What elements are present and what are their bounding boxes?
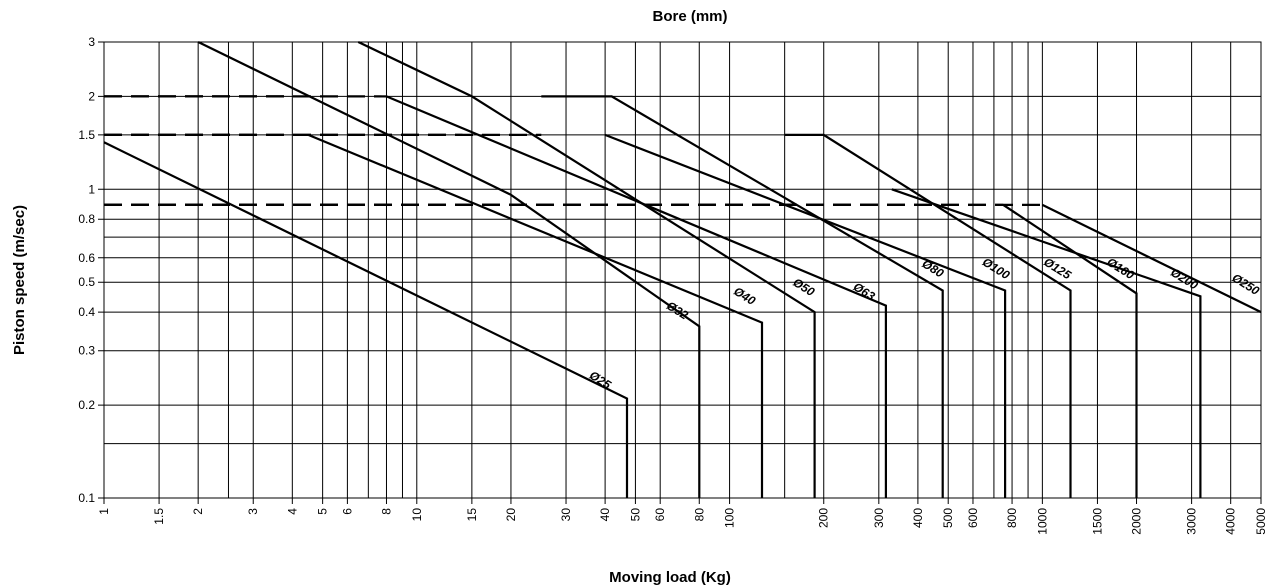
bore-label: Ø40 <box>731 284 758 308</box>
bore-curve <box>1041 203 1262 314</box>
x-tick-label: 100 <box>723 508 737 528</box>
bore-label: Ø200 <box>1168 265 1201 293</box>
x-tick-label: 1 <box>97 508 111 515</box>
bore-curve <box>386 95 887 498</box>
x-tick-label: 400 <box>911 508 925 528</box>
x-tick-label: 6 <box>340 508 354 515</box>
bore-curve <box>357 41 816 498</box>
bore-curve <box>197 41 701 498</box>
x-tick-label: 8 <box>379 508 393 515</box>
x-tick-label: 4000 <box>1224 508 1238 535</box>
x-tick-labels: 1 1.5 2 3 4 5 6 8 10 15 20 30 40 50 60 80 100 200 300 400 50… <box>97 508 1268 535</box>
plot-frame <box>103 41 1262 499</box>
x-tick-label: 2 <box>191 508 205 515</box>
x-tick-label: 60 <box>653 508 667 522</box>
y-tick-label: 2 <box>88 89 95 103</box>
bore-curve <box>1002 203 1138 498</box>
bore-label: Ø100 <box>980 255 1013 283</box>
y-tick-label: 0.8 <box>78 212 95 226</box>
x-tick-label: 3 <box>246 508 260 515</box>
x-tick-label: 30 <box>559 508 573 522</box>
bore-curve <box>541 95 944 498</box>
y-tick-label: 1.5 <box>78 128 95 142</box>
x-tick-label: 4 <box>285 508 299 515</box>
x-tick-label: 600 <box>966 508 980 528</box>
y-tick-labels: 0.1 0.2 0.3 0.4 0.5 0.6 0.8 1 1.5 2 3 <box>78 35 95 505</box>
bore-label: Ø50 <box>790 275 817 299</box>
bore-curve <box>891 188 1202 498</box>
bore-label: Ø80 <box>920 257 947 281</box>
x-tick-label: 10 <box>410 508 424 522</box>
x-tick-label: 2000 <box>1130 508 1144 535</box>
grid <box>98 41 1262 504</box>
chart-title: Bore (mm) <box>652 8 727 25</box>
x-axis-title: Moving load (Kg) <box>609 569 731 586</box>
bore-label: Ø160 <box>1104 255 1137 283</box>
bore-curve <box>307 133 764 498</box>
x-tick-label: 1500 <box>1090 508 1104 535</box>
x-tick-label: 5000 <box>1254 508 1268 535</box>
x-tick-label: 200 <box>817 508 831 528</box>
x-tick-label: 5 <box>316 508 330 515</box>
x-tick-label: 3000 <box>1185 508 1199 535</box>
x-tick-label: 500 <box>941 508 955 528</box>
y-tick-label: 0.5 <box>78 275 95 289</box>
y-tick-label: 3 <box>88 35 95 49</box>
x-tick-label: 300 <box>872 508 886 528</box>
y-tick-label: 0.6 <box>78 251 95 265</box>
bore-label: Ø125 <box>1041 255 1074 283</box>
bore-curve <box>604 133 1007 498</box>
dashed-limit-lines <box>104 95 1043 206</box>
x-tick-label: 1.5 <box>152 508 166 525</box>
bore-curve <box>784 133 1072 498</box>
bore-curve <box>103 141 629 498</box>
y-tick-label: 0.2 <box>78 398 95 412</box>
x-tick-label: 15 <box>465 508 479 522</box>
bore-curves <box>103 41 1262 498</box>
bore-label: Ø25 <box>587 368 614 392</box>
x-tick-label: 1000 <box>1035 508 1049 535</box>
x-tick-label: 50 <box>628 508 642 522</box>
y-axis-title: Piston speed (m/sec) <box>11 205 28 355</box>
y-tick-label: 0.3 <box>78 344 95 358</box>
x-tick-label: 800 <box>1005 508 1019 528</box>
bore-label: Ø250 <box>1230 271 1263 299</box>
x-tick-label: 80 <box>692 508 706 522</box>
x-tick-label: 20 <box>504 508 518 522</box>
y-tick-label: 0.4 <box>78 305 95 319</box>
y-tick-label: 0.1 <box>78 491 95 505</box>
y-tick-label: 1 <box>88 182 95 196</box>
x-tick-label: 40 <box>598 508 612 522</box>
